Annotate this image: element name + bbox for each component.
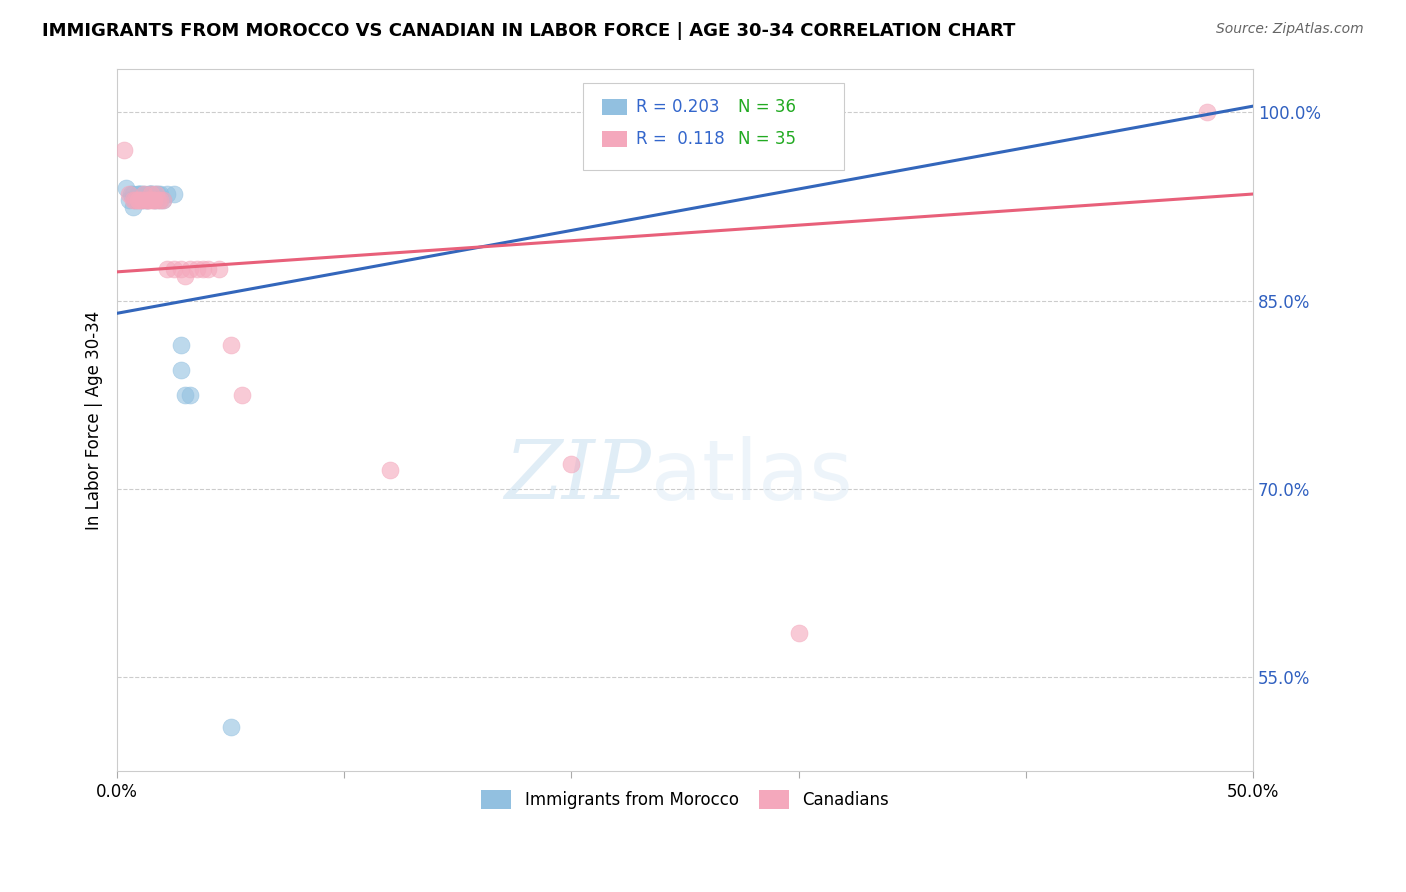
Point (141, 187, 163, 202)
Point (149, 194, 172, 208)
Point (129, 187, 152, 202)
Point (174, 268, 197, 283)
Point (134, 187, 156, 202)
Text: atlas: atlas (651, 435, 852, 516)
Point (129, 187, 152, 202)
Point (560, 457, 582, 471)
Point (141, 187, 163, 202)
Point (117, 194, 139, 208)
Point (142, 187, 165, 202)
Point (197, 262, 219, 277)
Point (186, 262, 208, 277)
Point (141, 187, 163, 202)
Point (170, 363, 193, 377)
Point (152, 194, 174, 208)
Point (134, 194, 156, 208)
Point (156, 262, 179, 277)
Point (179, 262, 201, 277)
Point (142, 194, 165, 208)
Point (149, 187, 172, 202)
Point (142, 194, 165, 208)
Legend: Immigrants from Morocco, Canadians: Immigrants from Morocco, Canadians (475, 783, 896, 816)
Point (163, 262, 186, 277)
Bar (602, 99, 627, 115)
Point (149, 194, 172, 208)
Point (135, 194, 157, 208)
Point (135, 194, 157, 208)
Point (124, 194, 146, 208)
Point (134, 187, 156, 202)
Point (208, 262, 231, 277)
Point (138, 194, 160, 208)
Text: R =  0.118: R = 0.118 (636, 130, 725, 148)
Point (219, 721, 242, 735)
Point (129, 194, 152, 208)
Point (135, 194, 157, 208)
Point (145, 187, 167, 202)
Text: IMMIGRANTS FROM MOROCCO VS CANADIAN IN LABOR FORCE | AGE 30-34 CORRELATION CHART: IMMIGRANTS FROM MOROCCO VS CANADIAN IN L… (42, 22, 1015, 40)
Point (231, 388, 253, 402)
Point (170, 262, 193, 277)
Point (127, 187, 149, 202)
Text: Source: ZipAtlas.com: Source: ZipAtlas.com (1216, 22, 1364, 37)
Point (142, 194, 165, 208)
Point (163, 187, 186, 202)
Point (122, 200, 145, 214)
Bar (602, 131, 627, 146)
Point (156, 187, 179, 202)
Point (120, 187, 142, 202)
Point (1197, 105, 1219, 120)
FancyBboxPatch shape (583, 83, 844, 170)
Point (146, 194, 169, 208)
Point (117, 187, 139, 202)
Text: N = 35: N = 35 (738, 130, 796, 148)
Point (127, 194, 149, 208)
Text: R = 0.203: R = 0.203 (636, 98, 720, 116)
Text: N = 36: N = 36 (738, 98, 796, 116)
Point (138, 187, 160, 202)
Point (146, 187, 169, 202)
Point (193, 262, 215, 277)
Point (787, 626, 810, 640)
Point (174, 388, 197, 402)
Y-axis label: In Labor Force | Age 30-34: In Labor Force | Age 30-34 (86, 310, 103, 530)
Point (219, 337, 242, 351)
Point (145, 194, 167, 208)
Point (170, 337, 193, 351)
Point (122, 194, 145, 208)
Text: ZIP: ZIP (505, 436, 651, 516)
Point (127, 194, 149, 208)
Point (179, 388, 201, 402)
Point (131, 194, 153, 208)
Point (378, 463, 401, 477)
Point (141, 194, 163, 208)
Point (131, 187, 153, 202)
Point (115, 180, 138, 194)
Point (135, 194, 157, 208)
Point (122, 187, 145, 202)
Point (138, 187, 160, 202)
Point (152, 194, 174, 208)
Point (131, 194, 153, 208)
Point (127, 187, 149, 202)
Point (112, 143, 135, 157)
Point (145, 187, 167, 202)
Point (141, 187, 163, 202)
Point (124, 194, 146, 208)
